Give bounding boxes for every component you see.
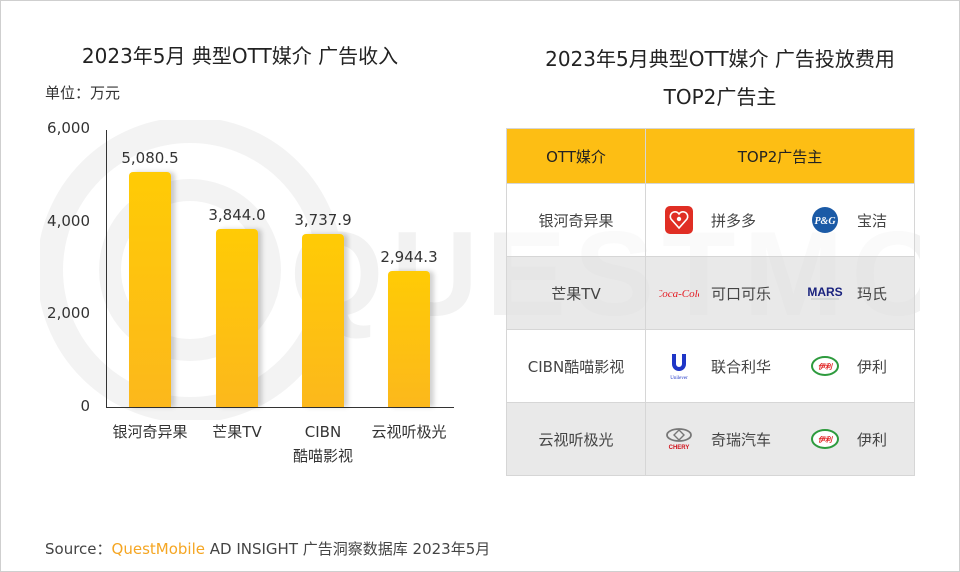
- advertisers-cell: Coca-Cola 可口可乐 MARS 玛氏: [645, 256, 915, 330]
- pinduoduo-logo-icon: [659, 205, 699, 235]
- y-tick-label: 6,000: [47, 119, 90, 137]
- bar: [129, 171, 171, 407]
- y-tick-label: 0: [80, 397, 90, 415]
- media-name: 银河奇异果: [506, 183, 646, 257]
- bar-value-label: 3,844.0: [208, 205, 266, 224]
- advertiser-name: 奇瑞汽车: [711, 430, 772, 449]
- advertiser-item: Coca-Cola 可口可乐: [659, 278, 771, 308]
- x-category-label: 云视听极光: [359, 420, 459, 444]
- source-note: Source：QuestMobile AD INSIGHT 广告洞察数据库 20…: [45, 538, 490, 559]
- chart-title: 2023年5月 典型OTT媒介 广告收入: [81, 44, 399, 68]
- media-name: CIBN酷喵影视: [506, 329, 646, 403]
- svg-text:P&G: P&G: [814, 216, 836, 227]
- pg-logo-icon: P&G: [805, 205, 845, 235]
- bar: [302, 233, 344, 407]
- advertiser-name: 玛氏: [857, 284, 888, 303]
- x-category-label: 银河奇异果: [100, 420, 200, 444]
- unilever-logo-icon: Unilever: [659, 351, 699, 381]
- header-advertisers: TOP2广告主: [645, 128, 915, 184]
- table-row: 云视听极光 CHERY 奇瑞汽车 伊利 伊利: [506, 402, 915, 476]
- source-brand: QuestMobile: [111, 540, 205, 558]
- svg-text:伊利: 伊利: [818, 362, 834, 371]
- chery-logo-icon: CHERY: [659, 424, 699, 454]
- advertisers-cell: 拼多多 P&G 宝洁: [645, 183, 915, 257]
- y-tick-label: 2,000: [47, 304, 90, 323]
- bar: [388, 270, 430, 407]
- bar-value-label: 5,080.5: [121, 148, 179, 167]
- advertiser-name: 伊利: [857, 430, 888, 449]
- bar-value-label: 2,944.3: [380, 247, 438, 266]
- top-advertisers-table: OTT媒介 TOP2广告主 银河奇异果拼多多P&G宝洁芒果TVCoca-Cola…: [506, 128, 915, 476]
- advertiser-item: MARS 玛氏: [805, 278, 887, 308]
- svg-text:伊利: 伊利: [818, 435, 834, 444]
- bar-value-label: 3,737.9: [294, 210, 352, 229]
- svg-text:Unilever: Unilever: [670, 376, 688, 381]
- source-rest: AD INSIGHT 广告洞察数据库 2023年5月: [204, 540, 491, 558]
- coca-cola-logo-icon: Coca-Cola: [659, 278, 699, 308]
- x-category-label-line: 云视听极光: [371, 423, 447, 441]
- media-name: 芒果TV: [506, 256, 646, 330]
- advertisers-cell: Unilever 联合利华 伊利 伊利: [645, 329, 915, 403]
- x-category-label-line: 银河奇异果: [112, 423, 188, 441]
- x-axis-line: [106, 407, 454, 408]
- advertisers-cell: CHERY 奇瑞汽车 伊利 伊利: [645, 402, 915, 476]
- x-category-label-line: CIBN: [304, 423, 342, 441]
- bar: [216, 228, 258, 407]
- advertiser-item: P&G 宝洁: [805, 205, 887, 235]
- yili-logo-icon: 伊利: [805, 351, 845, 381]
- x-category-label: CIBN 酷喵影视: [273, 420, 373, 468]
- svg-text:Coca-Cola: Coca-Cola: [659, 288, 699, 300]
- x-category-label-line: 酷喵影视: [292, 447, 353, 465]
- table-title-line2: TOP2广告主: [663, 85, 777, 109]
- table-row: 芒果TV Coca-Cola 可口可乐 MARS 玛氏: [506, 256, 915, 330]
- svg-text:MARS: MARS: [807, 285, 842, 299]
- advertiser-name: 联合利华: [711, 357, 772, 376]
- advertiser-name: 伊利: [857, 357, 888, 376]
- x-category-label-line: 芒果TV: [212, 423, 262, 441]
- advertiser-item: Unilever 联合利华: [659, 351, 771, 381]
- svg-text:CHERY: CHERY: [669, 445, 690, 451]
- y-axis-line: [106, 130, 107, 408]
- source-prefix: Source：: [45, 540, 112, 558]
- advertiser-item: 伊利 伊利: [805, 351, 887, 381]
- unit-label: 单位：万元: [45, 84, 121, 102]
- table-title: 2023年5月典型OTT媒介 广告投放费用 TOP2广告主: [480, 40, 960, 116]
- advertiser-name: 拼多多: [711, 211, 757, 230]
- header-media: OTT媒介: [506, 128, 646, 184]
- mars-logo-icon: MARS: [805, 278, 845, 308]
- advertiser-item: CHERY 奇瑞汽车: [659, 424, 771, 454]
- yili-logo-icon: 伊利: [805, 424, 845, 454]
- y-tick-label: 4,000: [47, 211, 90, 230]
- advertiser-item: 伊利 伊利: [805, 424, 887, 454]
- advertiser-name: 可口可乐: [711, 284, 772, 303]
- table-row: 银河奇异果 拼多多 P&G 宝洁: [506, 183, 915, 257]
- table-title-line1: 2023年5月典型OTT媒介 广告投放费用: [545, 47, 895, 71]
- advertiser-name: 宝洁: [857, 211, 888, 230]
- table-header-row: OTT媒介 TOP2广告主: [506, 128, 915, 184]
- media-name: 云视听极光: [506, 402, 646, 476]
- x-category-label: 芒果TV: [187, 420, 287, 444]
- table-row: CIBN酷喵影视 Unilever 联合利华 伊利 伊利: [506, 329, 915, 403]
- advertiser-item: 拼多多: [659, 205, 756, 235]
